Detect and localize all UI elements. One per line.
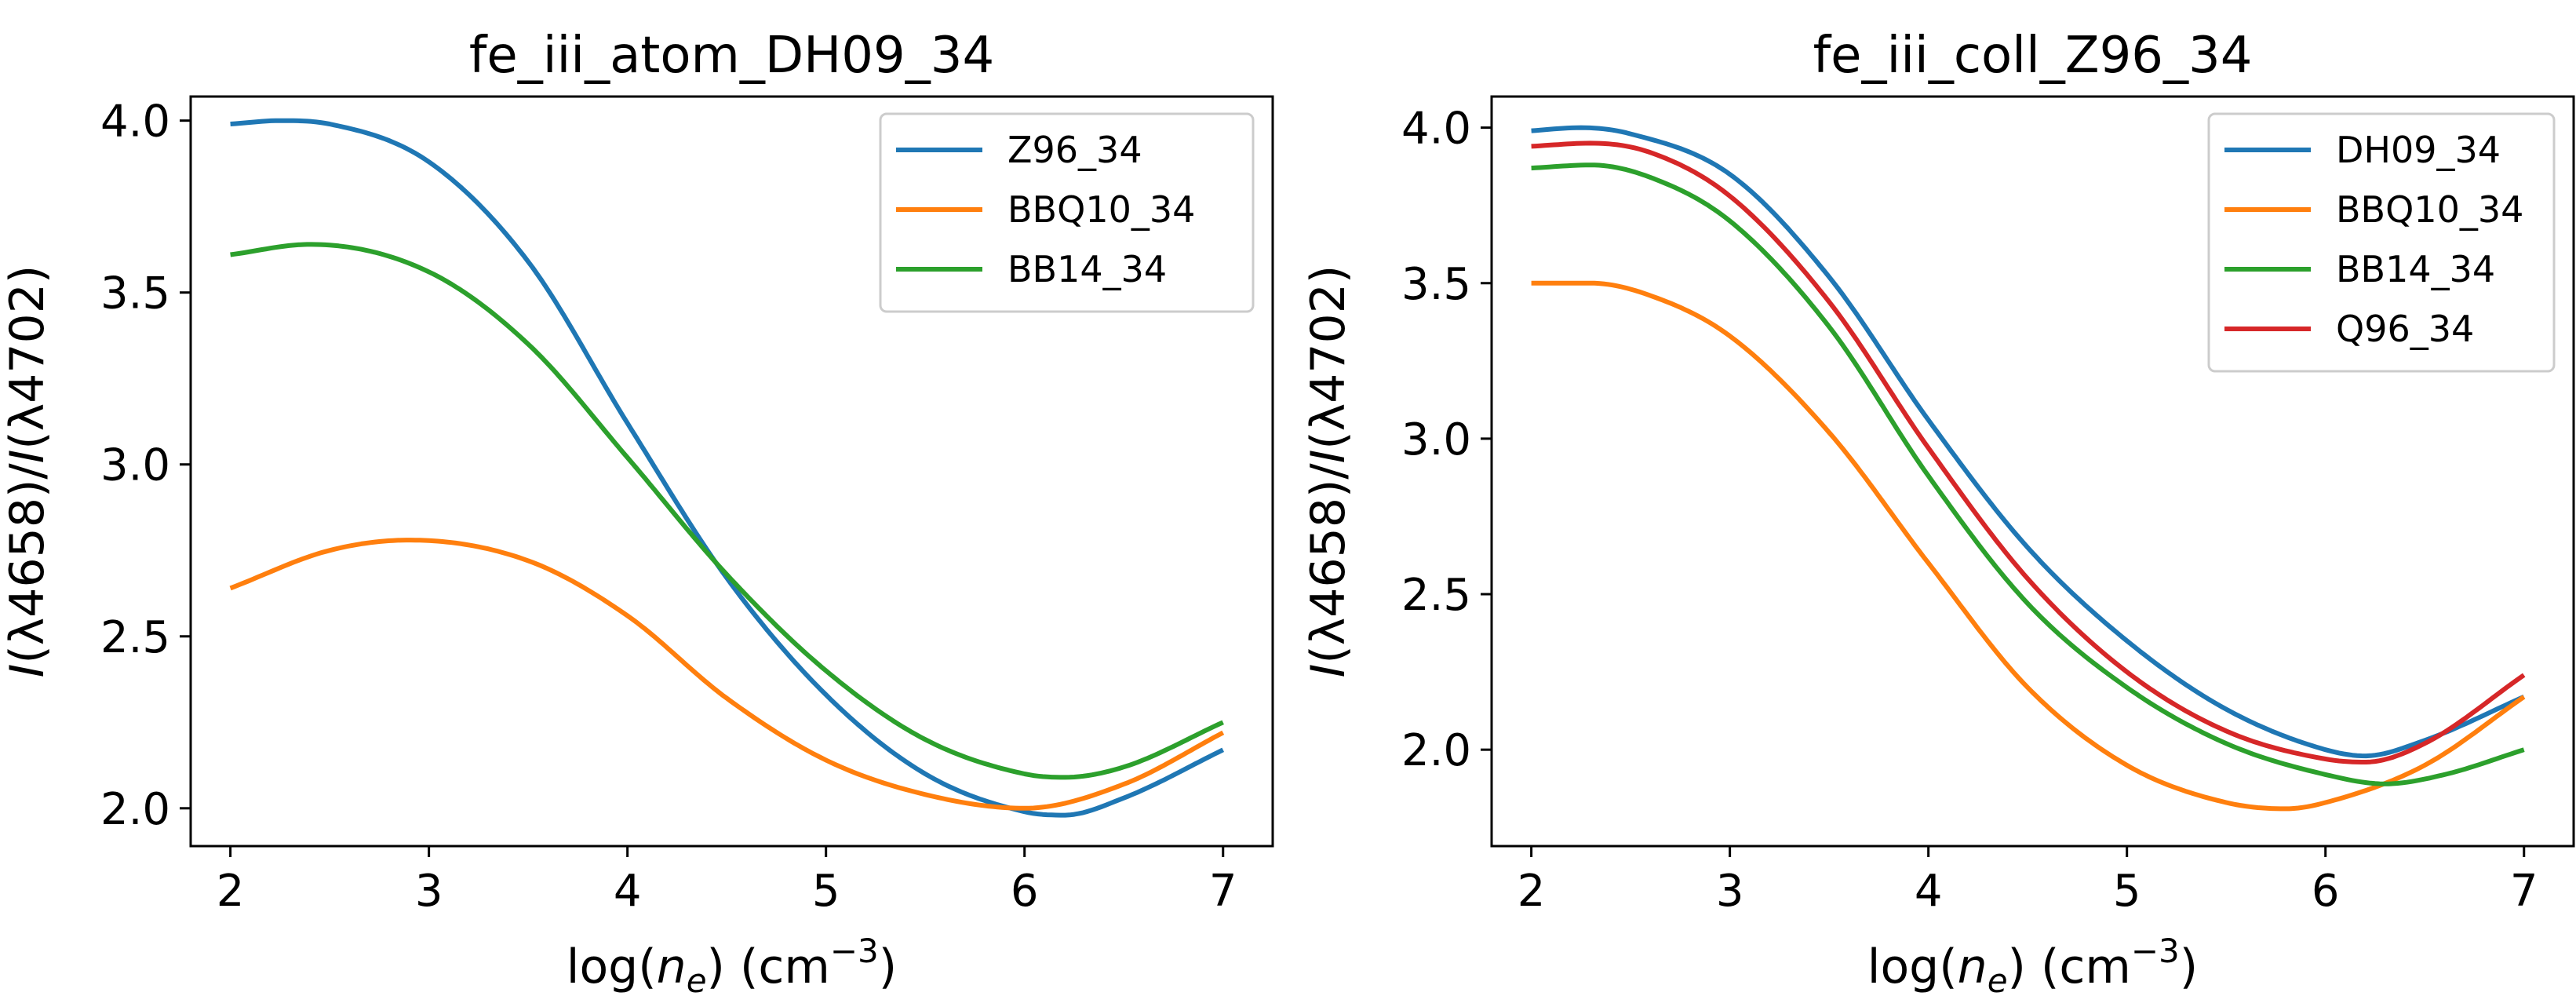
y-tick-label: 2.5 (100, 612, 170, 663)
x-tick-label: 7 (1209, 866, 1237, 917)
y-tick-label: 2.0 (1401, 725, 1471, 776)
axes-frame (189, 95, 1274, 848)
chart-panel-right: 2 3 4 5 6 7 2.0 2.5 3.0 3.5 4.0 fe_iii_coll_Z96_34l… (1301, 27, 2575, 1000)
y-tick-label: 2.0 (100, 784, 170, 835)
legend-box (2207, 112, 2556, 373)
legend: Z96_34 BBQ10_34 BB14_34 (879, 112, 1255, 313)
y-tick-label: 3.0 (1401, 414, 1471, 465)
legend-label: BB14_34 (2336, 248, 2495, 290)
y-tick-label: 3.5 (100, 268, 170, 319)
y-tick-label: 3.0 (100, 440, 170, 491)
y-tick-label: 4.0 (100, 97, 170, 148)
series-line-bb14-34 (1531, 162, 2525, 786)
legend-label: BBQ10_34 (2336, 188, 2523, 231)
y-axis-label: I(λ4658)/I(λ4702) (1301, 265, 1356, 678)
legend-label: BB14_34 (1007, 248, 1167, 290)
x-tick-label: 7 (2510, 866, 2538, 917)
axes-frame (1490, 95, 2575, 848)
series-line-q96-34 (1531, 140, 2526, 764)
x-tick-label: 3 (415, 866, 443, 917)
y-axis-label: I(λ4658)/I(λ4702) (0, 265, 55, 678)
series-line-bbq10-34 (1531, 280, 2526, 812)
legend-box (879, 112, 1255, 313)
chart-panel-left: 2 3 4 5 6 7 2.0 2.5 3.0 3.5 4.0 fe_iii_atom_DH09_34… (0, 27, 1274, 1000)
legend-label: DH09_34 (2336, 129, 2501, 171)
chart-title: fe_iii_atom_DH09_34 (469, 27, 994, 85)
x-tick-label: 6 (2312, 866, 2340, 917)
x-tick-label: 4 (1915, 866, 1943, 917)
y-tick-label: 3.5 (1401, 259, 1471, 310)
legend: DH09_34 BBQ10_34 BB14_34 Q96_34 (2207, 112, 2556, 373)
x-axis-label: log(ne) (cm−3) (567, 932, 897, 1000)
x-axis-label: log(ne) (cm−3) (1867, 932, 2198, 1000)
chart-title: fe_iii_coll_Z96_34 (1813, 27, 2253, 85)
legend-label: Q96_34 (2336, 308, 2474, 350)
x-tick-label: 5 (2113, 866, 2141, 917)
y-tick-label: 2.5 (1401, 570, 1471, 621)
x-tick-label: 2 (217, 866, 245, 917)
series-line-bb14-34 (230, 242, 1224, 780)
x-tick-label: 4 (614, 866, 642, 917)
series-line-dh09-34 (1531, 125, 2525, 759)
legend-label: BBQ10_34 (1007, 188, 1195, 231)
series-line-bbq10-34 (229, 538, 1225, 811)
x-tick-label: 5 (812, 866, 840, 917)
x-tick-label: 2 (1518, 866, 1546, 917)
y-tick-label: 4.0 (1401, 104, 1471, 155)
x-tick-label: 3 (1716, 866, 1744, 917)
x-tick-label: 6 (1011, 866, 1039, 917)
legend-label: Z96_34 (1007, 129, 1142, 171)
